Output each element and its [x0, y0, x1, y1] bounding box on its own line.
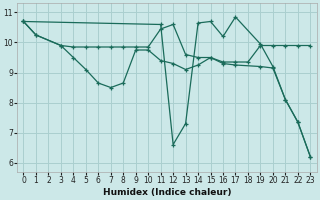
X-axis label: Humidex (Indice chaleur): Humidex (Indice chaleur)	[103, 188, 231, 197]
